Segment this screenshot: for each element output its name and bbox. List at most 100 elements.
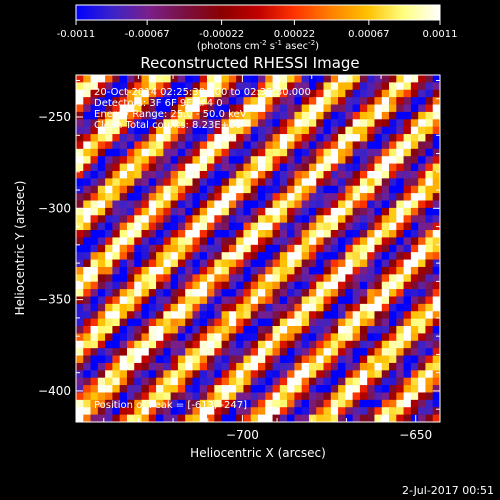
heatmap-cell [316,163,324,172]
heatmap-cell [243,222,252,231]
heatmap-cell [119,303,128,312]
heatmap-cell [112,141,120,150]
heatmap-cell [432,200,441,209]
heatmap-cell [185,163,193,172]
heatmap-cell [396,97,404,105]
heatmap-cell [308,163,317,172]
heatmap-cell [359,259,368,268]
heatmap-cell [170,377,179,386]
heatmap-cell [374,141,383,150]
heatmap-cell [308,156,317,164]
heatmap-cell [265,377,273,386]
heatmap-cell [185,141,193,150]
heatmap-cell [374,185,383,194]
heatmap-cell [308,362,317,371]
heatmap-cell [214,97,222,105]
heatmap-cell [287,303,295,312]
heatmap-cell [207,89,215,98]
heatmap-cell [177,244,186,253]
heatmap-cell [403,385,412,393]
heatmap-cell [381,207,390,216]
heatmap-cell [374,200,383,209]
render-timestamp: 2-Jul-2017 00:51 [402,484,494,497]
heatmap-cell [228,303,237,312]
heatmap-cell [418,392,426,401]
heatmap-cell [410,399,419,408]
heatmap-cell [301,348,310,356]
heatmap-cell [221,104,230,113]
heatmap-cell [207,303,215,312]
heatmap-cell [199,414,208,423]
heatmap-cell [126,340,135,349]
heatmap-cell [83,170,91,179]
heatmap-cell [316,134,324,142]
heatmap-cell [359,414,368,423]
heatmap-cell [105,333,113,342]
heatmap-cell [272,318,281,327]
heatmap-cell [119,170,128,179]
heatmap-cell [76,355,84,364]
heatmap-cell [126,348,135,356]
heatmap-cell [119,274,128,283]
heatmap-cell [330,407,339,415]
heatmap-cell [119,230,128,238]
heatmap-cell [90,407,99,415]
heatmap-cell [345,230,353,238]
heatmap-cell [389,407,397,415]
heatmap-cell [228,362,237,371]
heatmap-cell [265,370,273,378]
heatmap-cell [345,377,353,386]
heatmap-cell [352,414,361,423]
heatmap-cell [287,104,295,113]
heatmap-cell [250,200,259,209]
heatmap-cell [389,97,397,105]
heatmap-cell [418,385,426,393]
heatmap-cell [192,215,201,223]
heatmap-cell [250,362,259,371]
heatmap-cell [403,156,412,164]
heatmap-cell [156,222,164,231]
heatmap-cell [381,200,390,209]
heatmap-cell [323,222,332,231]
heatmap-cell [192,385,201,393]
heatmap-cell [425,326,434,334]
heatmap-cell [381,266,390,275]
heatmap-cell [287,148,295,157]
heatmap-cell [323,244,332,253]
heatmap-cell [367,170,375,179]
heatmap-cell [141,296,150,305]
heatmap-cell [425,303,434,312]
heatmap-cell [301,89,310,98]
heatmap-cell [250,348,259,356]
heatmap-cell [83,311,91,319]
heatmap-cell [396,111,404,120]
heatmap-cell [119,104,128,113]
heatmap-cell [396,326,404,334]
heatmap-cell [374,266,383,275]
heatmap-cell [272,104,281,113]
heatmap-cell [432,266,441,275]
heatmap-cell [170,274,179,283]
heatmap-cell [330,156,339,164]
heatmap-cell [396,148,404,157]
heatmap-cell [126,333,135,342]
heatmap-cell [243,399,252,408]
heatmap-cell [185,281,193,290]
heatmap-cell [228,348,237,356]
heatmap-cell [359,141,368,150]
heatmap-cell [352,193,361,201]
heatmap-cell [192,126,201,135]
heatmap-cell [396,163,404,172]
heatmap-cell [301,193,310,201]
heatmap-cell [294,259,302,268]
heatmap-cell [170,326,179,334]
heatmap-cell [338,259,346,268]
heatmap-cell [76,333,84,342]
heatmap-cell [279,141,288,150]
heatmap-cell [90,200,99,209]
colorbar-tick-label: 0.0011 [423,29,458,40]
heatmap-cell [425,399,434,408]
heatmap-cell [105,75,113,83]
heatmap-cell [432,385,441,393]
heatmap-cell [432,326,441,334]
